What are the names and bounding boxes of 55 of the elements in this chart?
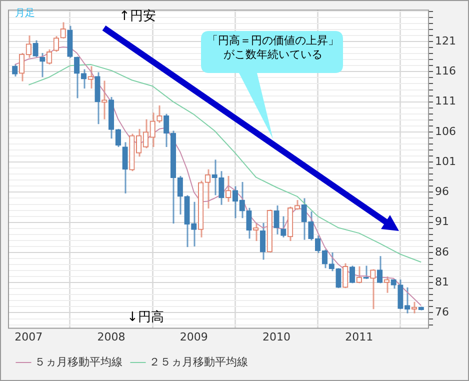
candlestick [12,64,18,78]
legend-label: ５ヵ月移動平均線 [34,355,122,368]
candlestick [204,168,211,210]
x-tick-label: 2009 [180,330,208,344]
candlestick [301,197,307,241]
candlestick [156,104,162,124]
candlestick [212,158,218,196]
y-tick-label: 96 [435,185,450,198]
candlestick [122,141,128,194]
candlestick [376,255,383,284]
candlestick [94,72,100,125]
annotation: ↓円高 [127,310,164,327]
y-tick-label: 116 [435,64,456,78]
legend-label: ２５ヵ月移動平均線 [149,355,248,368]
candlestick [404,286,410,314]
candlestick [218,170,224,206]
y-tick-label: 86 [435,245,450,258]
annotation: ↑円安 [119,9,156,26]
x-tick-label: 2010 [262,330,291,344]
candlestick [349,264,356,284]
candlestick [274,204,280,236]
y-tick-label: 111 [435,94,456,108]
y-tick-label: 101 [435,154,456,168]
y-tick-label: 121 [435,34,456,48]
y-tick-label: 106 [435,124,456,138]
candlestick [80,68,87,90]
candlestick [370,268,376,310]
candlestick [260,222,266,260]
candlestick [40,52,46,78]
candlestick [60,22,66,40]
candlestick [53,35,60,53]
annotation: 月足 [15,7,35,20]
candlestick [356,266,362,284]
candlestick [115,128,121,148]
candlestick [191,201,197,248]
y-tick-label: 76 [435,306,450,319]
candlestick [308,210,314,242]
candlestick [88,66,94,90]
annotation: 「円高＝円の価値の上昇」がこ数年続いている [206,34,340,63]
candlestick [336,267,342,289]
candlestick [280,216,286,238]
y-tick-label: 91 [435,215,450,228]
candlestick [46,48,52,66]
candlestick [398,278,404,310]
x-tick-label: 2007 [14,330,43,344]
candlestick [74,56,80,99]
candlestick [390,278,396,290]
candlestick [246,207,252,240]
x-tick-label: 2008 [97,330,126,344]
candlestick [342,262,348,289]
x-tick-label: 2011 [345,330,374,344]
candlestick [32,40,38,58]
candlestick [328,252,334,272]
candlestick [226,175,232,203]
y-tick-label: 81 [435,275,450,288]
